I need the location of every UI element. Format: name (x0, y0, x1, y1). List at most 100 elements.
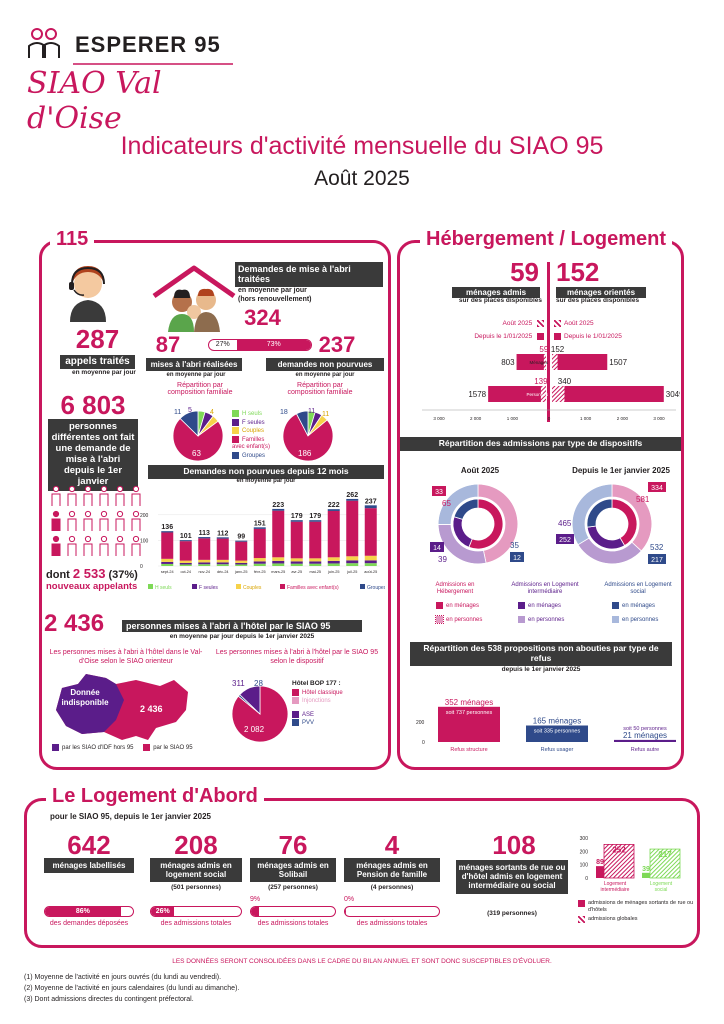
logo-line1: ESPERER 95 (75, 32, 221, 57)
panel-heb-header: Hébergement / Logement (420, 228, 673, 251)
donut-left-title: Août 2025 (460, 466, 500, 475)
mises-sub: en moyenne par jour (166, 372, 226, 378)
donut-box (430, 542, 444, 552)
val-doise-map (56, 674, 188, 740)
hotel-value: 2 436 (44, 610, 105, 637)
legend-familles: Familles avec enfant(s) (232, 435, 271, 451)
donut-value-label: 35 (510, 541, 519, 550)
donut-outline (437, 483, 519, 565)
bar-segment (235, 564, 248, 566)
x-tick-label: intermédiaire (601, 887, 630, 893)
bar-admis-aout (540, 386, 546, 402)
person-icon (84, 510, 92, 518)
bar-segment (290, 520, 303, 522)
bar-total-label: 223 (272, 502, 284, 509)
person-icon (116, 510, 124, 518)
pie-slice (239, 685, 261, 715)
bar-segment (253, 527, 266, 529)
bar-segment (272, 510, 285, 558)
appels-label: appels traités (60, 355, 135, 369)
bar-segment (198, 537, 211, 539)
y-tick-label: 200 (416, 720, 425, 726)
bar-total-label: 99 (237, 534, 245, 541)
map-legend: par les SIAO d'IDF hors 95 par le SIAO 9… (52, 744, 193, 751)
legend-label: F seules (199, 585, 218, 591)
person-icon (68, 485, 76, 493)
bar-segment (346, 556, 359, 561)
nonpourvues-sub: en moyenne par jour (295, 372, 355, 378)
bar-segment (179, 541, 192, 561)
lda-kpi-sub: (501 personnes) (171, 884, 221, 891)
lda-bar-sortants (642, 872, 650, 878)
bar-value-label: 1578 (468, 390, 486, 399)
bar-left-pct: 27% (215, 341, 230, 348)
page-title: Indicateurs d'activité mensuelle du SIAO… (120, 132, 604, 160)
nonpourvues-value: 237 (318, 332, 356, 357)
hotel-legend: Hôtel classique Injonctions ASE PVV (292, 689, 343, 727)
bar-segment (309, 521, 322, 559)
bar-segment (290, 561, 303, 564)
adm-type-social: Admissions en Logement social (604, 582, 672, 595)
person-icon (68, 535, 76, 543)
x-tick-label: févr-25 (254, 570, 266, 574)
bar-segment (327, 509, 340, 511)
x-tick-label: Logement (604, 881, 627, 887)
person-icon (67, 518, 77, 531)
adm-type-hebergement: Admissions en Hébergement (435, 582, 475, 595)
lda-bar-sortants (596, 866, 604, 878)
y-tick-label: 100 (580, 863, 589, 869)
bar-value-label: 803 (501, 358, 515, 367)
bar-orientes-aout (552, 386, 565, 402)
bar-segment (235, 541, 248, 561)
pie-mises: 11 5 4 63 (172, 407, 224, 462)
appels-value: 287 (75, 324, 120, 354)
chart-label: 11 (308, 408, 315, 415)
bar-segment (198, 538, 211, 560)
footer-notice: LES DONNÉES SERONT CONSOLIDÉES DANS LE C… (172, 958, 552, 965)
dont-value: 2 533 (72, 566, 106, 581)
pie-slice (586, 498, 613, 528)
x-tick-label: mai-25 (309, 570, 321, 574)
repartition-right: Répartition par composition familiale (287, 382, 353, 396)
refus-bar (614, 739, 676, 742)
lda-kpi-progress-fill: 86% (45, 907, 121, 916)
bar-segment (309, 520, 322, 522)
x-tick-label: juil-25 (346, 570, 357, 574)
bar-value-label: 59 (539, 345, 548, 354)
panel-115 (39, 240, 391, 770)
person-icon (115, 518, 125, 531)
chart-label: 18 (280, 409, 288, 416)
bar-segment (216, 564, 229, 566)
legend-int-menages: en ménages (518, 602, 561, 609)
pie-slice (179, 410, 199, 437)
person-icon (132, 510, 140, 518)
panel-lda (24, 798, 700, 948)
bar-total-label: 237 (365, 498, 377, 505)
refus-bar-chart: 200 0 352 ménages soit 737 personnes Refus s… (416, 698, 676, 753)
lda-kpi-label: ménages admis en Pension de famille (344, 858, 440, 883)
bar-segment (346, 560, 359, 564)
hotel-bop: Hôtel BOP 177 : (292, 680, 341, 687)
bar-segment (309, 563, 322, 566)
bar-segment (272, 563, 285, 566)
person-icon (52, 510, 60, 518)
legend-aout-right: Août 2025 (554, 320, 594, 327)
hotel-legend-classique: Hôtel classique (292, 689, 343, 697)
donut-value-label: 39 (438, 555, 447, 564)
bar-admis-depuis (488, 386, 546, 402)
person-icon (116, 485, 124, 493)
person-icon (132, 535, 140, 543)
person-icon (83, 518, 93, 531)
donut-box (556, 534, 574, 544)
legend-h-seuls: H seuls (232, 410, 276, 419)
legend-soc-personnes: en personnes (612, 616, 658, 623)
donut-value-label: 217 (651, 557, 663, 564)
refus-value-label: 352 ménages (445, 698, 493, 707)
logo: ESPERER 95 SIAO Val d'Oise (25, 20, 245, 136)
pie-slice (295, 410, 309, 437)
demandes-value: 324 (244, 305, 281, 330)
x-tick-label: 3 000 (653, 416, 665, 421)
chart-label: 4 (210, 409, 214, 416)
footnote-3: (3) Dont admissions directes du continge… (24, 996, 194, 1003)
bar-segment (179, 560, 192, 563)
